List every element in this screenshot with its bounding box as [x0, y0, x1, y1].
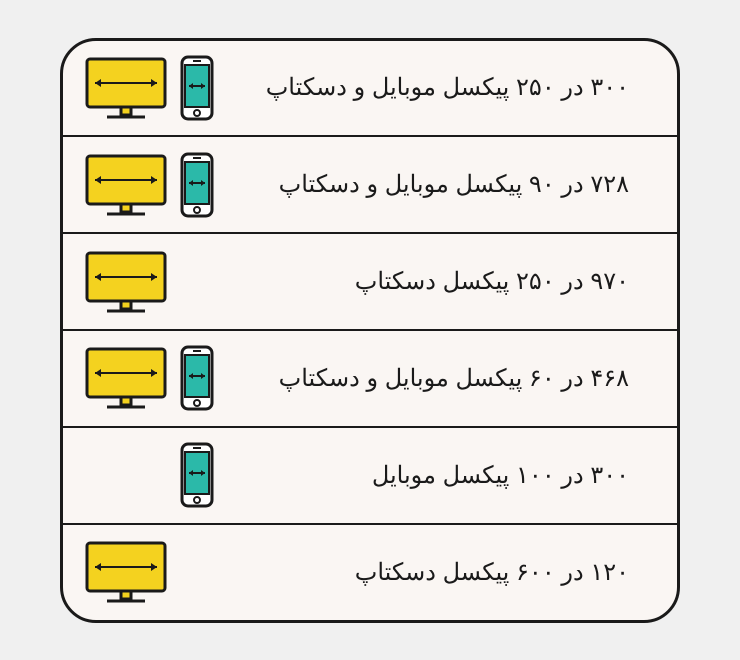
- mobile-icon: [177, 53, 217, 123]
- size-label: ۷۲۸ در ۹۰ پیکسل موبایل و دسکتاپ: [217, 170, 649, 199]
- desktop-icon: [81, 150, 171, 220]
- row-icons: [81, 343, 217, 413]
- row-icons: [81, 53, 217, 123]
- mobile-icon: [177, 343, 217, 413]
- row-icons: [81, 150, 217, 220]
- mobile-icon: [177, 150, 217, 220]
- size-label: ۳۰۰ در ۲۵۰ پیکسل موبایل و دسکتاپ: [217, 73, 649, 102]
- size-row: ۳۰۰ در ۲۵۰ پیکسل موبایل و دسکتاپ: [63, 41, 677, 138]
- desktop-icon: [81, 343, 171, 413]
- row-icons: [81, 247, 217, 317]
- size-row: ۴۶۸ در ۶۰ پیکسل موبایل و دسکتاپ: [63, 331, 677, 428]
- desktop-icon: [81, 537, 171, 607]
- ad-sizes-card: ۳۰۰ در ۲۵۰ پیکسل موبایل و دسکتاپ ۷: [60, 38, 680, 623]
- size-row: ۹۷۰ در ۲۵۰ پیکسل دسکتاپ: [63, 234, 677, 331]
- size-row: ۷۲۸ در ۹۰ پیکسل موبایل و دسکتاپ: [63, 137, 677, 234]
- size-label: ۱۲۰ در ۶۰۰ پیکسل دسکتاپ: [217, 558, 649, 587]
- size-label: ۴۶۸ در ۶۰ پیکسل موبایل و دسکتاپ: [217, 364, 649, 393]
- row-icons: [81, 440, 217, 510]
- desktop-icon: [81, 247, 171, 317]
- size-row: ۳۰۰ در ۱۰۰ پیکسل موبایل: [63, 428, 677, 525]
- size-label: ۳۰۰ در ۱۰۰ پیکسل موبایل: [217, 461, 649, 490]
- mobile-icon: [177, 440, 217, 510]
- size-label: ۹۷۰ در ۲۵۰ پیکسل دسکتاپ: [217, 267, 649, 296]
- desktop-icon: [81, 53, 171, 123]
- row-icons: [81, 537, 217, 607]
- size-row: ۱۲۰ در ۶۰۰ پیکسل دسکتاپ: [63, 525, 677, 620]
